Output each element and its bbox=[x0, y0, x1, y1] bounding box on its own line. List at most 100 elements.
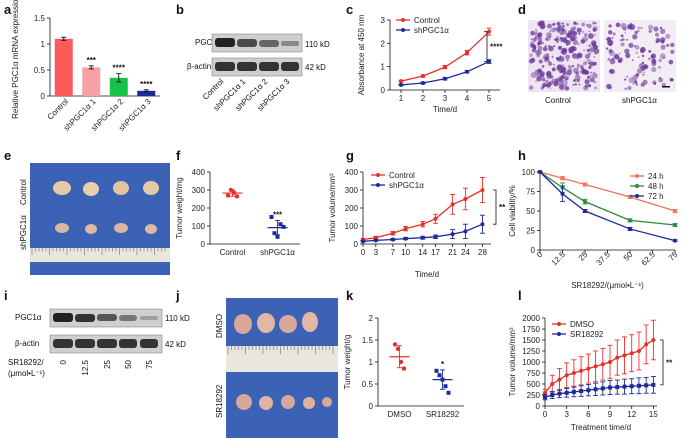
panel-letter-k: k bbox=[346, 288, 354, 303]
data-point bbox=[583, 182, 587, 187]
blot-i-band bbox=[53, 339, 73, 348]
y-tick-label: 100 bbox=[345, 222, 359, 231]
data-point bbox=[557, 391, 562, 396]
blot-b-band bbox=[259, 40, 279, 47]
tumor-specimen bbox=[145, 224, 157, 234]
stain-dot bbox=[658, 65, 661, 69]
stain-dot bbox=[558, 84, 564, 90]
stain-dot bbox=[620, 58, 623, 60]
significance-bracket bbox=[660, 339, 664, 386]
stain-dot bbox=[622, 26, 627, 31]
stain-dot bbox=[537, 32, 543, 38]
stain-dot bbox=[546, 53, 549, 56]
stain-dot bbox=[586, 59, 590, 62]
stain-dot bbox=[544, 44, 547, 48]
blot-b-band bbox=[237, 62, 257, 71]
stain-dot bbox=[634, 80, 638, 84]
stain-dot bbox=[634, 30, 639, 35]
stain-dot bbox=[576, 63, 580, 67]
x-tick-label: Control bbox=[220, 248, 246, 257]
data-point bbox=[390, 237, 395, 242]
y-tick-label: 1 bbox=[369, 358, 374, 367]
stain-dot bbox=[659, 76, 661, 79]
y-tick-label: 300 bbox=[345, 186, 359, 195]
data-point bbox=[615, 385, 620, 390]
tumor-specimen bbox=[259, 396, 273, 410]
stain-dot bbox=[578, 83, 581, 86]
cell-stain-dots bbox=[528, 20, 600, 91]
data-point bbox=[560, 176, 565, 181]
data-point bbox=[593, 364, 598, 369]
ruler-ticks bbox=[227, 346, 334, 354]
tumor-specimen bbox=[85, 224, 97, 234]
stain-dot bbox=[556, 64, 563, 71]
stain-dot bbox=[537, 45, 543, 51]
data-point bbox=[399, 79, 403, 84]
blot-i-band bbox=[140, 339, 158, 348]
stain-dot bbox=[625, 53, 631, 59]
stain-dot bbox=[546, 32, 552, 38]
stain-dot bbox=[570, 34, 577, 41]
series-line bbox=[544, 384, 654, 398]
stain-dot bbox=[593, 61, 597, 66]
y-tick-label: 2 bbox=[381, 39, 386, 48]
stain-dot bbox=[587, 84, 592, 88]
data-point bbox=[392, 342, 398, 347]
stain-dot bbox=[543, 53, 550, 60]
y-tick-label: 0 bbox=[354, 240, 359, 249]
stain-dot bbox=[553, 45, 556, 48]
data-point bbox=[465, 50, 469, 55]
legend-label: Control bbox=[389, 171, 415, 180]
stain-dot bbox=[531, 47, 537, 53]
stain-dot bbox=[618, 52, 621, 55]
stain-dot bbox=[640, 49, 645, 54]
data-point bbox=[651, 382, 656, 387]
data-point bbox=[593, 387, 598, 392]
data-point bbox=[463, 197, 468, 201]
stain-dot bbox=[584, 33, 588, 37]
stain-dot bbox=[555, 38, 559, 41]
stain-dot bbox=[536, 49, 542, 56]
y-axis-label: Tumor volume/mm³ bbox=[508, 327, 517, 396]
series-line bbox=[400, 31, 490, 82]
stain-dot bbox=[547, 23, 552, 29]
x-axis-label: Time/d bbox=[433, 105, 457, 114]
data-point bbox=[636, 349, 641, 353]
tumor-specimen bbox=[322, 397, 332, 407]
blot-i-band bbox=[75, 339, 95, 348]
x-tick-label: 25 bbox=[577, 250, 590, 263]
data-point bbox=[538, 170, 542, 174]
stain-dot bbox=[630, 25, 633, 28]
stain-dot bbox=[532, 38, 537, 42]
stain-dot bbox=[648, 50, 652, 53]
stain-dot bbox=[576, 52, 583, 59]
stain-dot bbox=[663, 56, 666, 59]
tumor-row-control: Control bbox=[19, 179, 28, 205]
stain-dot bbox=[593, 56, 596, 58]
data-point bbox=[550, 382, 555, 386]
stain-dot bbox=[620, 34, 624, 38]
blot-i-row-actin: β-actin bbox=[15, 339, 39, 348]
panel-letter-h: h bbox=[518, 148, 526, 163]
blot-i-band bbox=[119, 315, 137, 321]
stain-dot bbox=[626, 38, 629, 41]
stain-dot bbox=[559, 84, 566, 91]
stain-dot bbox=[572, 84, 575, 86]
stain-dot bbox=[547, 84, 551, 89]
y-axis-label: Absorbance at 450 nm bbox=[357, 14, 366, 95]
stain-dot bbox=[559, 58, 561, 61]
data-point bbox=[420, 222, 425, 227]
data-point bbox=[443, 65, 447, 70]
stain-dot bbox=[556, 21, 561, 26]
y-axis-label: Relative PGC1α mRNA expression bbox=[11, 0, 20, 119]
data-point bbox=[628, 218, 632, 223]
stain-dot bbox=[588, 30, 591, 33]
blot-i-row-pgc1a: PGC1α bbox=[15, 313, 42, 322]
stain-dot bbox=[628, 42, 634, 48]
data-point bbox=[628, 226, 632, 231]
data-point bbox=[622, 384, 627, 389]
x-tick-label: 3 bbox=[443, 94, 448, 103]
x-tick-label: SR18292 bbox=[426, 410, 460, 419]
stain-dot bbox=[583, 49, 585, 52]
bar bbox=[137, 90, 156, 96]
